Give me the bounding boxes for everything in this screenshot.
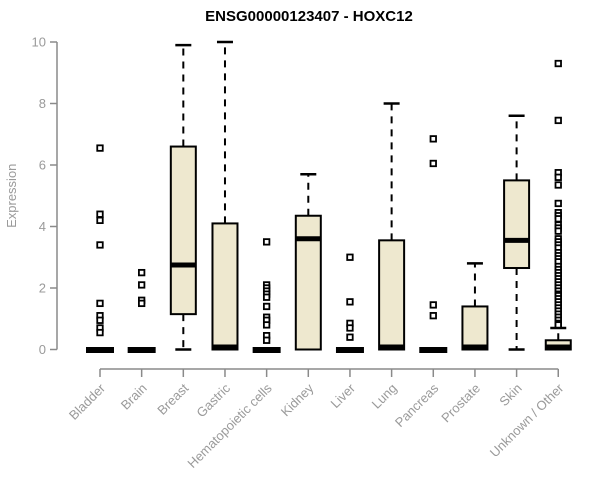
outlier-point: [346, 253, 354, 261]
outlier-point: [554, 215, 562, 223]
x-tick-label: Unknown / Other: [487, 380, 567, 460]
outlier-point: [262, 302, 271, 311]
y-axis: 0 2 4 6 8 10 Expression: [4, 35, 58, 357]
outlier-point: [96, 241, 104, 249]
outlier-point: [554, 181, 562, 189]
x-tick-label: Breast: [154, 380, 191, 417]
outlier-point: [554, 173, 562, 181]
box-bladder: [86, 144, 114, 353]
outlier-point: [138, 281, 146, 289]
outlier-point: [346, 333, 354, 341]
y-tick-label: 10: [32, 35, 46, 50]
outlier-point: [429, 135, 437, 143]
x-tick-label: Liver: [328, 380, 359, 411]
outlier-point: [96, 144, 104, 152]
outlier-point: [96, 316, 104, 324]
outlier-point: [138, 299, 146, 308]
box-hematopoietic-cells: [252, 238, 281, 353]
box-skin: [503, 114, 531, 351]
outlier-point: [346, 324, 354, 332]
outlier-point: [262, 238, 271, 246]
x-tick-label: Skin: [496, 381, 524, 409]
x-tick-label: Lung: [369, 381, 400, 412]
box-liver: [335, 253, 364, 353]
box-kidney: [294, 172, 322, 351]
y-tick-label: 4: [39, 219, 46, 234]
chart-title: ENSG00000123407 - HOXC12: [205, 8, 413, 25]
outlier-point: [138, 268, 146, 277]
outlier-point: [554, 116, 562, 125]
outlier-point: [429, 312, 437, 320]
y-tick-label: 6: [39, 158, 46, 173]
outlier-point: [96, 328, 104, 337]
box-lung: [378, 102, 406, 351]
y-tick-label: 2: [39, 281, 46, 296]
box-breast: [169, 43, 197, 351]
outlier-point: [262, 293, 271, 301]
outlier-point: [96, 216, 104, 225]
outlier-point: [554, 59, 562, 68]
x-tick-label: Brain: [118, 381, 150, 413]
outlier-point: [96, 299, 104, 308]
outlier-point: [262, 321, 271, 329]
y-tick-label: 0: [39, 342, 46, 357]
x-tick-label: Pancreas: [392, 380, 442, 430]
x-tick-label: Gastric: [193, 380, 233, 420]
y-tick-label: 8: [39, 96, 46, 111]
x-tick-label: Bladder: [66, 380, 109, 423]
x-tick-label: Kidney: [278, 380, 317, 419]
box-prostate: [461, 262, 489, 351]
outlier-point: [554, 199, 562, 208]
outlier-point: [429, 301, 437, 309]
outlier-point: [346, 298, 354, 306]
box-unknown-other: [544, 59, 572, 351]
outlier-point: [96, 210, 104, 218]
box-brain: [127, 268, 156, 353]
outlier-point: [262, 336, 271, 344]
outlier-point: [554, 321, 562, 329]
box-pancreas: [419, 135, 448, 353]
outlier-point: [429, 159, 437, 168]
y-axis-label: Expression: [4, 164, 19, 228]
outlier-point: [554, 227, 562, 235]
box-gastric: [211, 40, 239, 351]
x-tick-label: Prostate: [438, 381, 483, 426]
